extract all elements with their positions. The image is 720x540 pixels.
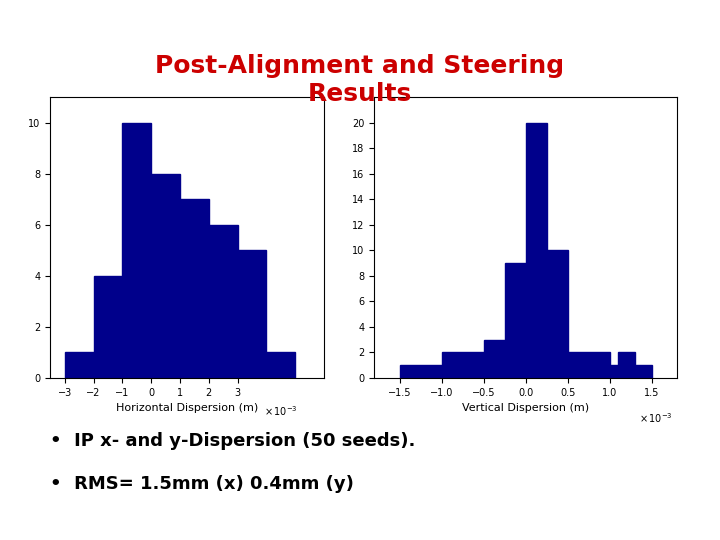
Bar [441,353,484,378]
Bar [526,123,546,378]
Bar [610,365,652,378]
Bar [567,353,610,378]
Text: $\times\,10^{-3}$: $\times\,10^{-3}$ [264,404,297,418]
Bar [400,365,441,378]
Bar [484,340,505,378]
Bar [209,225,238,378]
Bar [618,353,635,378]
Bar [151,174,180,378]
Bar [65,353,94,378]
Text: $\times\,10^{-3}$: $\times\,10^{-3}$ [639,411,672,424]
Bar [546,251,567,378]
Bar [122,123,151,378]
X-axis label: Vertical Dispersion (m): Vertical Dispersion (m) [462,403,589,413]
Bar [94,276,122,378]
X-axis label: Horizontal Dispersion (m): Horizontal Dispersion (m) [116,403,258,413]
Bar [266,353,295,378]
Text: Post-Alignment and Steering
Results: Post-Alignment and Steering Results [156,54,564,106]
Text: •  RMS= 1.5mm (x) 0.4mm (y): • RMS= 1.5mm (x) 0.4mm (y) [50,475,354,493]
Bar [505,263,526,378]
Text: •  IP x- and y-Dispersion (50 seeds).: • IP x- and y-Dispersion (50 seeds). [50,432,415,450]
Bar [238,251,266,378]
Bar [180,199,209,378]
